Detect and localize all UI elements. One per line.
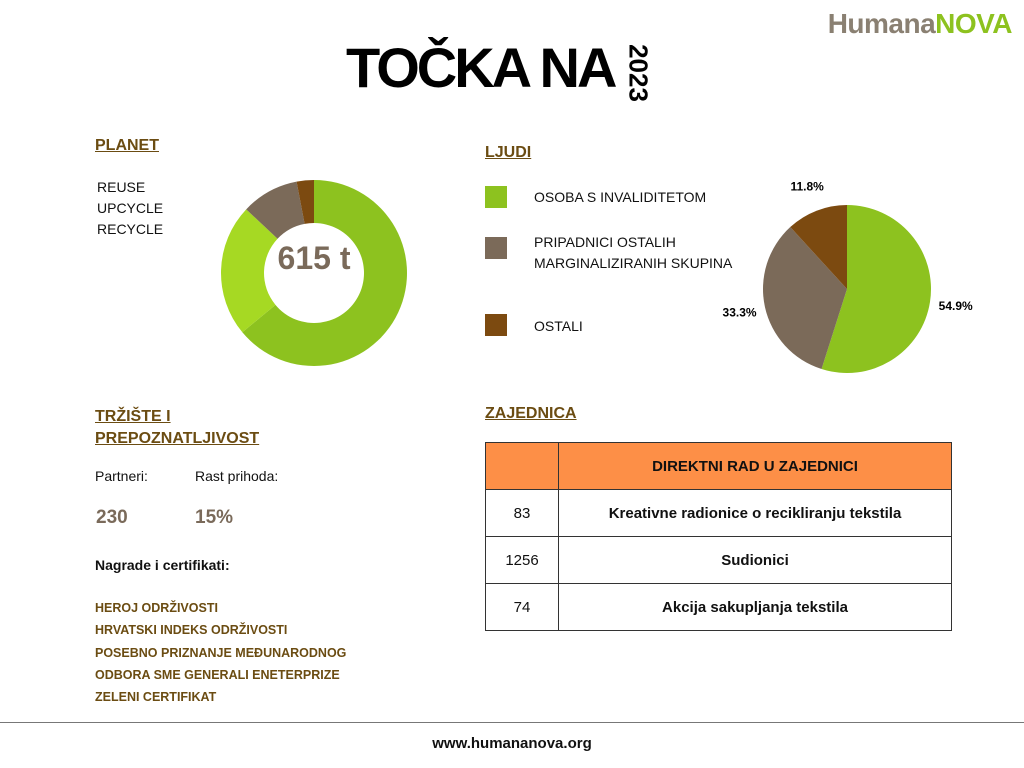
table-cell-label: Kreativne radionice o recikliranju tekst… xyxy=(558,489,952,537)
table-cell-value: 1256 xyxy=(485,536,559,584)
trziste-title: TRŽIŠTE I PREPOZNATLJIVOST xyxy=(95,406,259,450)
table-cell-value: 74 xyxy=(485,583,559,631)
growth-label: Rast prihoda: xyxy=(195,468,279,484)
award-item: HRVATSKI INDEKS ODRŽIVOSTI xyxy=(95,623,288,638)
award-item: POSEBNO PRIZNANJE MEĐUNARODNOG xyxy=(95,645,347,660)
legend-swatch-marginalizirani xyxy=(485,237,507,259)
brand-logo-part2: NOVA xyxy=(935,8,1012,39)
table-cell-label: Sudionici xyxy=(558,536,952,584)
planet-item-reuse: REUSE xyxy=(97,179,146,195)
planet-donut-chart xyxy=(221,180,407,366)
table-header-cell: DIREKTNI RAD U ZAJEDNICI xyxy=(558,442,952,490)
legend-swatch-invaliditet xyxy=(485,186,507,208)
pie-data-label-0: 54.9% xyxy=(939,299,973,313)
year-text: 2023 xyxy=(623,44,654,102)
donut-segment-1 xyxy=(221,209,278,333)
brand-logo: HumanaNOVA xyxy=(827,8,1013,40)
donut-segment-0 xyxy=(242,180,407,366)
page-title: TOČKA NA xyxy=(346,36,617,99)
legend-label-marginalizirani-line1: PRIPADNICI OSTALIH xyxy=(534,234,676,250)
table-header-row: DIREKTNI RAD U ZAJEDNICI xyxy=(485,442,952,490)
trziste-title-line1: TRŽIŠTE I xyxy=(95,408,171,425)
legend-label-marginalizirani-line2: MARGINALIZIRANIH SKUPINA xyxy=(534,255,733,271)
table-row: 83 Kreativne radionice o recikliranju te… xyxy=(485,489,952,537)
table-row: 74 Akcija sakupljanja tekstila xyxy=(485,583,952,631)
table-cell-label: Akcija sakupljanja tekstila xyxy=(558,583,952,631)
table-row: 1256 Sudionici xyxy=(485,536,952,584)
legend-label-invaliditet: OSOBA S INVALIDITETOM xyxy=(534,189,707,205)
awards-list: HEROJ ODRŽIVOSTI HRVATSKI INDEKS ODRŽIVO… xyxy=(95,597,346,708)
brand-logo-part1: Humana xyxy=(827,8,936,39)
planet-item-upcycle: UPCYCLE xyxy=(97,200,164,216)
zajednica-title: ZAJEDNICA xyxy=(485,405,577,422)
ljudi-title: LJUDI xyxy=(485,144,532,161)
ljudi-pie-chart: 54.9% 33.3% 11.8% xyxy=(723,179,973,373)
award-item: ZELENI CERTIFIKAT xyxy=(95,690,217,705)
trziste-title-line2: PREPOZNATLJIVOST xyxy=(95,430,260,447)
zajednica-table: DIREKTNI RAD U ZAJEDNICI 83 Kreativne ra… xyxy=(485,442,952,631)
planet-item-recycle: RECYCLE xyxy=(97,221,164,237)
awards-title: Nagrade i certifikati: xyxy=(95,557,230,573)
pie-data-label-1: 33.3% xyxy=(723,306,757,320)
legend-swatch-ostali xyxy=(485,314,507,336)
pie-slice-2 xyxy=(790,205,847,289)
legend-label-marginalizirani: PRIPADNICI OSTALIH MARGINALIZIRANIH SKUP… xyxy=(534,232,732,274)
planet-title: PLANET xyxy=(95,137,159,154)
planet-list: REUSE UPCYCLE RECYCLE xyxy=(97,177,163,240)
pie-slice-1 xyxy=(763,227,847,370)
pie-data-label-2: 11.8% xyxy=(790,179,824,193)
award-item: HEROJ ODRŽIVOSTI xyxy=(95,601,218,615)
year-badge: 2023 xyxy=(618,42,658,104)
footer-divider xyxy=(0,722,1024,723)
donut-segment-2 xyxy=(246,181,305,239)
table-cell-value: 83 xyxy=(485,489,559,537)
table-header-empty-cell xyxy=(485,442,559,490)
partners-label: Partneri: xyxy=(95,468,148,484)
donut-segment-3 xyxy=(296,180,314,224)
donut-center-label: 615 t xyxy=(277,240,351,276)
growth-value: 15% xyxy=(195,507,234,528)
award-item: ODBORA SME GENERALI ENETERPRIZE xyxy=(95,667,340,682)
legend-label-ostali: OSTALI xyxy=(534,318,583,334)
pie-slice-0 xyxy=(821,205,931,373)
partners-value: 230 xyxy=(96,507,128,528)
footer-url[interactable]: www.humananova.org xyxy=(432,735,592,752)
